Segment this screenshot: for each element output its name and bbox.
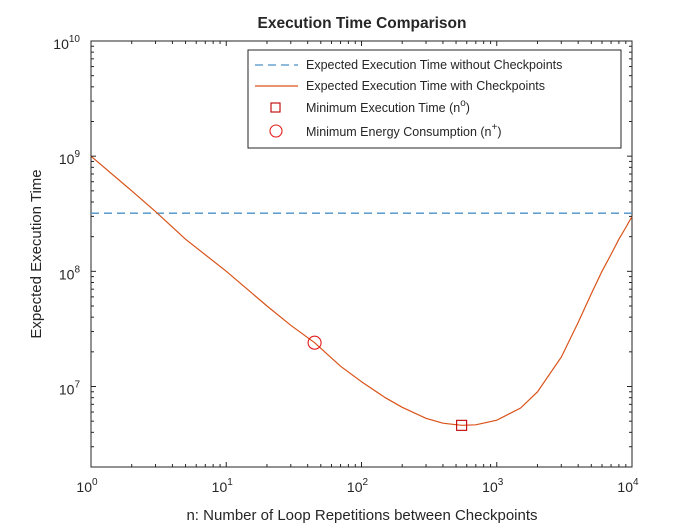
x-tick-label: 102 bbox=[347, 477, 369, 495]
legend-square-marker-icon bbox=[270, 102, 281, 113]
tick-layer: 100 101 102 103 104 107 108 109 1010 bbox=[53, 34, 639, 495]
legend-label-no-checkpoints: Expected Execution Time without Checkpoi… bbox=[306, 58, 562, 72]
y-tick-label: 109 bbox=[59, 149, 81, 167]
marker-min-exec-time bbox=[456, 419, 468, 431]
series-layer bbox=[90, 155, 633, 426]
x-tick-label: 100 bbox=[76, 477, 98, 495]
y-axis-label: Expected Execution Time bbox=[28, 169, 45, 338]
legend-box bbox=[247, 49, 622, 149]
legend-label-with-checkpoints: Expected Execution Time with Checkpoints bbox=[306, 79, 545, 93]
chart-title: Execution Time Comparison bbox=[257, 15, 466, 32]
x-tick-label: 104 bbox=[617, 477, 639, 495]
legend: Expected Execution Time without Checkpoi… bbox=[247, 49, 622, 149]
marker-min-energy bbox=[307, 335, 322, 350]
x-tick-label: 103 bbox=[482, 477, 504, 495]
legend-label-min-energy: Minimum Energy Consumption (n+) bbox=[306, 122, 502, 139]
y-tick-label: 108 bbox=[59, 264, 81, 282]
x-axis-label: n: Number of Loop Repetitions between Ch… bbox=[186, 507, 537, 524]
y-tick-label: 1010 bbox=[53, 34, 80, 52]
legend-label-min-exec: Minimum Execution Time (no) bbox=[306, 98, 470, 115]
marker-layer bbox=[307, 335, 468, 431]
y-tick-label: 107 bbox=[59, 380, 81, 398]
x-tick-label: 101 bbox=[212, 477, 234, 495]
series-line-with-checkpoints bbox=[90, 155, 633, 426]
legend-circle-marker-icon bbox=[269, 124, 283, 138]
